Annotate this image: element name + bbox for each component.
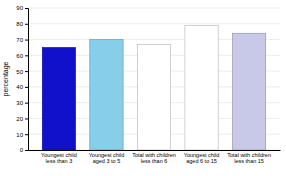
tick: 20	[16, 116, 28, 122]
tick-label: 50	[16, 69, 23, 75]
tick-label: 0	[20, 147, 24, 153]
tick-label: 40	[16, 84, 23, 90]
tick-mark	[25, 118, 28, 119]
tick-label: 90	[16, 5, 23, 11]
tick-mark	[25, 8, 28, 9]
tick-label: 20	[16, 116, 23, 122]
bars	[42, 25, 265, 150]
grid-line	[28, 8, 280, 9]
tick: 30	[16, 100, 28, 106]
bar	[185, 25, 218, 150]
tick-mark	[25, 71, 28, 72]
tick: Total with childrenless than 15	[227, 150, 271, 164]
tick: 10	[16, 132, 28, 138]
axis-line	[29, 150, 281, 151]
tick: 50	[16, 69, 28, 75]
tick: Youngest childaged 6 to 15	[184, 150, 220, 164]
tick: 60	[16, 53, 28, 59]
tick: Youngest childaged 3 to 5	[89, 150, 125, 164]
tick-mark	[25, 24, 28, 25]
tick: 0	[20, 147, 28, 153]
grid	[28, 8, 280, 150]
bar	[42, 47, 75, 150]
tick-label: Total with childrenless than 15	[227, 152, 271, 164]
y-axis-label: percentage	[2, 61, 10, 96]
tick-label: 80	[16, 21, 23, 27]
tick: 90	[16, 5, 28, 11]
bar	[137, 44, 170, 150]
chart: 0 10 20 30 40 50 60 70 80 90 Youngest childless th…	[0, 0, 286, 176]
tick-label: 30	[16, 100, 23, 106]
tick: 80	[16, 21, 28, 27]
tick-label: Total with childrenless than 6	[132, 152, 176, 164]
bar	[90, 40, 123, 150]
bar	[232, 33, 265, 150]
x-axis: Youngest childless than 3 Youngest childa…	[29, 150, 281, 164]
tick-mark	[25, 87, 28, 88]
plot: 0 10 20 30 40 50 60 70 80 90 Youngest childless th…	[16, 5, 280, 164]
y-axis: 0 10 20 30 40 50 60 70 80 90	[16, 5, 28, 153]
tick: Youngest childless than 3	[41, 150, 77, 164]
tick-label: Youngest childless than 3	[41, 152, 77, 164]
tick-mark	[25, 40, 28, 41]
grid-line	[28, 23, 280, 24]
tick-mark	[25, 55, 28, 56]
tick-label: 70	[16, 37, 23, 43]
tick: Total with childrenless than 6	[132, 150, 176, 164]
axis-line	[25, 9, 29, 151]
tick-label: Youngest childaged 6 to 15	[184, 152, 220, 164]
tick-mark	[25, 134, 28, 135]
tick-mark	[25, 103, 28, 104]
tick-mark	[25, 150, 28, 151]
tick-label: 60	[16, 53, 23, 59]
tick: 70	[16, 37, 28, 43]
tick: 40	[16, 84, 28, 90]
tick-label: 10	[16, 132, 23, 138]
chart-container: 0 10 20 30 40 50 60 70 80 90 Youngest childless th…	[0, 0, 286, 176]
tick-label: Youngest childaged 3 to 5	[89, 152, 125, 164]
